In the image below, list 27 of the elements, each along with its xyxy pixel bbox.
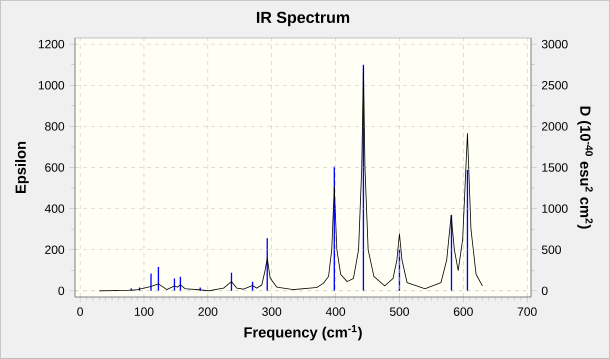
y-tick-label: 400: [44, 204, 64, 213]
y2-tick-label: 500: [542, 245, 561, 254]
x-tick-label: 400: [326, 307, 346, 316]
x-tick-label: 0: [77, 307, 83, 316]
x-tick-label: 500: [390, 307, 409, 316]
y-axis-title: Epsilon: [15, 142, 29, 193]
y-tick-label: 600: [45, 163, 64, 172]
y2-tick-label: 3000: [542, 40, 568, 48]
y2-tick-label: 0: [542, 286, 548, 296]
x-tick-label: 100: [134, 307, 154, 316]
y2-tick-label: 1000: [542, 204, 568, 213]
chart-title: IR Spectrum: [256, 12, 350, 26]
line-series: [98, 66, 483, 292]
x-tick-label: 300: [262, 307, 282, 316]
y-tick-label: 800: [45, 122, 64, 131]
y-tick-label: 1200: [38, 40, 64, 48]
x-tick-label: 700: [518, 307, 537, 316]
y-tick-label: 1000: [38, 81, 64, 90]
x-tick-label: 200: [198, 307, 218, 316]
y2-tick-label: 2000: [542, 122, 568, 131]
y2-tick-label: 2500: [542, 81, 568, 90]
y-tick-label: 0: [58, 286, 64, 296]
x-axis-title: Frequency (cm$^{-1}$): [244, 325, 362, 340]
y2-tick-label: 1500: [542, 163, 568, 172]
x-tick-label: 600: [454, 307, 473, 316]
y-tick-label: 200: [45, 245, 64, 254]
y2-axis-title: D (10$^{-40}$ esu$^{2}$ cm$^{2}$): [577, 106, 593, 229]
